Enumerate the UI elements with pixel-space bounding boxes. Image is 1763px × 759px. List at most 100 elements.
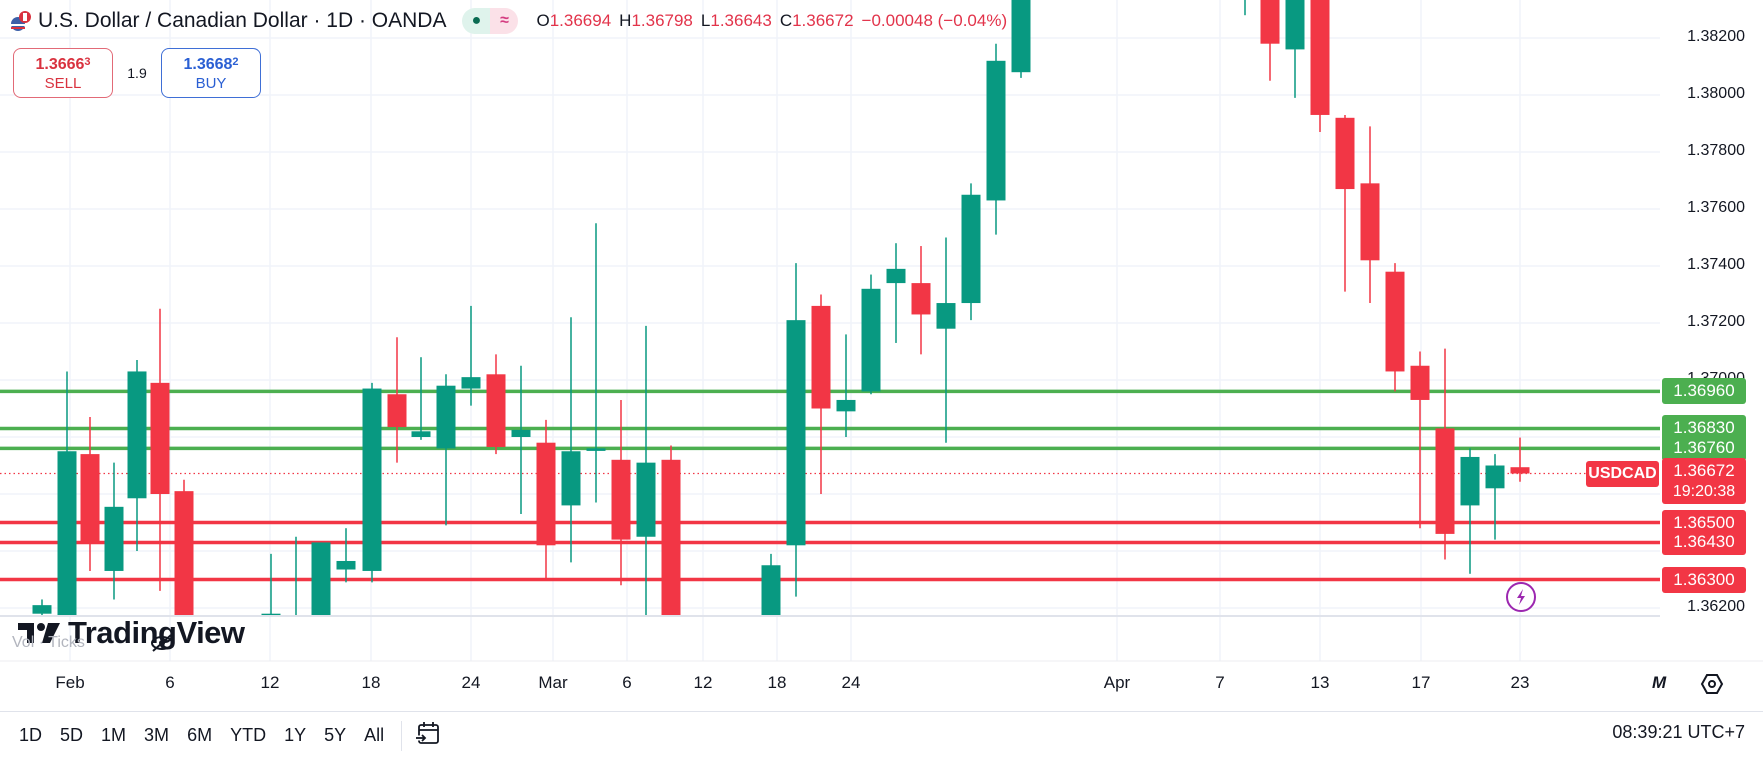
candle <box>461 305 481 406</box>
time-axis-tick: 7 <box>1215 673 1225 692</box>
candle <box>536 419 556 580</box>
tradingview-logo-icon <box>18 623 60 643</box>
candle <box>961 183 981 321</box>
usd-cad-flag-icon <box>10 10 32 32</box>
candle <box>1335 114 1355 292</box>
market-open-dot-icon: ● <box>462 8 491 34</box>
candle <box>104 462 124 600</box>
price-axis-tick: 1.38200 <box>1687 28 1745 45</box>
buy-button[interactable]: 1.36682 BUY <box>161 48 261 98</box>
candle <box>1260 0 1280 81</box>
candle <box>362 382 382 583</box>
level-price-tag: 1.36300 <box>1662 566 1746 593</box>
candle <box>1244 0 1246 16</box>
candle <box>80 417 100 571</box>
price-axis-tick: 1.37200 <box>1687 313 1745 330</box>
range-button-all[interactable]: All <box>364 725 385 745</box>
hidden-eye-icon <box>151 634 174 652</box>
candle <box>1285 0 1305 98</box>
high-value: 1.36798 <box>631 11 693 30</box>
time-axis-tick: 12 <box>260 673 280 692</box>
change-value: −0.00048 (−0.04%) <box>861 11 1008 30</box>
time-axis-tick: 17 <box>1411 673 1431 692</box>
candle <box>986 43 1006 235</box>
range-button-3m[interactable]: 3M <box>144 725 170 745</box>
candle <box>936 237 956 443</box>
candle <box>1310 0 1330 133</box>
level-price-tag: 1.36430 <box>1662 529 1746 556</box>
candlestick-series <box>32 0 1530 616</box>
ohlc-values: O1.36694 H1.36798 L1.36643 C1.36672 −0.0… <box>536 11 1008 30</box>
data-delayed-approx-icon: ≈ <box>490 8 519 34</box>
bar-countdown: 19:20:38 <box>1672 483 1736 500</box>
candle <box>486 354 506 455</box>
time-axis-tick: 6 <box>165 673 175 692</box>
price-axis-tick: 1.38000 <box>1687 85 1745 102</box>
toolbar-divider <box>401 720 403 751</box>
time-axis-tick: 23 <box>1510 673 1530 692</box>
time-axis-tick: 13 <box>1310 673 1330 692</box>
candle <box>1360 126 1380 304</box>
go-to-date-icon[interactable] <box>414 719 442 752</box>
symbol-title[interactable]: U.S. Dollar / Canadian Dollar · 1D · OAN… <box>38 9 447 32</box>
date-range-buttons: 1D 5D 1M 3M 6M YTD 1Y 5Y All <box>10 725 393 746</box>
open-value: 1.36694 <box>549 11 612 30</box>
candle <box>811 294 831 494</box>
range-button-5y[interactable]: 5Y <box>324 725 347 745</box>
chart-grid <box>0 0 1660 661</box>
candle <box>436 374 456 526</box>
range-button-ytd[interactable]: YTD <box>230 725 267 745</box>
candle <box>786 263 806 597</box>
low-value: 1.36643 <box>710 11 772 30</box>
volume-legend[interactable]: Vol · Ticks <box>12 633 175 653</box>
chart-legend: U.S. Dollar / Canadian Dollar · 1D · OAN… <box>10 8 1007 34</box>
sell-button[interactable]: 1.36663 SELL <box>13 48 113 98</box>
candle <box>1410 351 1430 529</box>
current-price-tag: 1.36672 19:20:38 <box>1662 458 1746 504</box>
tradingview-watermark: TradingView <box>16 615 245 651</box>
candle <box>561 317 581 563</box>
range-button-6m[interactable]: 6M <box>187 725 213 745</box>
candle <box>511 365 531 514</box>
time-axis-tick: 18 <box>767 673 787 692</box>
candle <box>761 553 781 616</box>
candle <box>1485 454 1505 540</box>
price-axis-tick: 1.37400 <box>1687 256 1745 273</box>
range-button-1m[interactable]: 1M <box>101 725 127 745</box>
market-status-pill[interactable]: ● ≈ <box>462 8 519 34</box>
candle <box>174 479 194 616</box>
time-axis-tick: 6 <box>622 673 632 692</box>
candle <box>611 399 631 586</box>
level-price-tag: 1.36960 <box>1662 378 1746 405</box>
time-axis-tick: 18 <box>361 673 381 692</box>
price-axis-tick: 1.37600 <box>1687 199 1745 216</box>
candle <box>1435 348 1455 560</box>
time-axis-tick: 24 <box>841 673 861 692</box>
candle <box>636 325 656 616</box>
candle <box>1460 448 1480 574</box>
candle <box>1011 0 1031 78</box>
candle <box>311 542 331 616</box>
time-axis-tick: Apr <box>1103 673 1131 692</box>
time-axis-overflow-label: M <box>1652 673 1667 692</box>
range-button-1d[interactable]: 1D <box>19 725 43 745</box>
time-axis-tick: 24 <box>461 673 481 692</box>
time-axis-tick: Feb <box>55 673 85 692</box>
trade-buttons: 1.36663 SELL 1.9 1.36682 BUY <box>13 48 261 98</box>
candle <box>1385 263 1405 392</box>
candle <box>387 337 407 463</box>
time-axis-tick: 12 <box>693 673 713 692</box>
range-button-1y[interactable]: 1Y <box>284 725 307 745</box>
candle <box>661 445 681 616</box>
candle <box>886 243 906 343</box>
timezone-clock[interactable]: 08:39:21 UTC+7 <box>1612 722 1745 742</box>
candle <box>32 599 52 616</box>
chart-settings-gear-icon[interactable] <box>1700 672 1724 701</box>
candle <box>261 553 281 616</box>
candle <box>586 223 606 503</box>
flash-icon[interactable] <box>1505 581 1537 618</box>
price-axis-tick: 1.37800 <box>1687 142 1745 159</box>
time-axis-tick: Mar <box>538 673 568 692</box>
range-button-5d[interactable]: 5D <box>60 725 84 745</box>
